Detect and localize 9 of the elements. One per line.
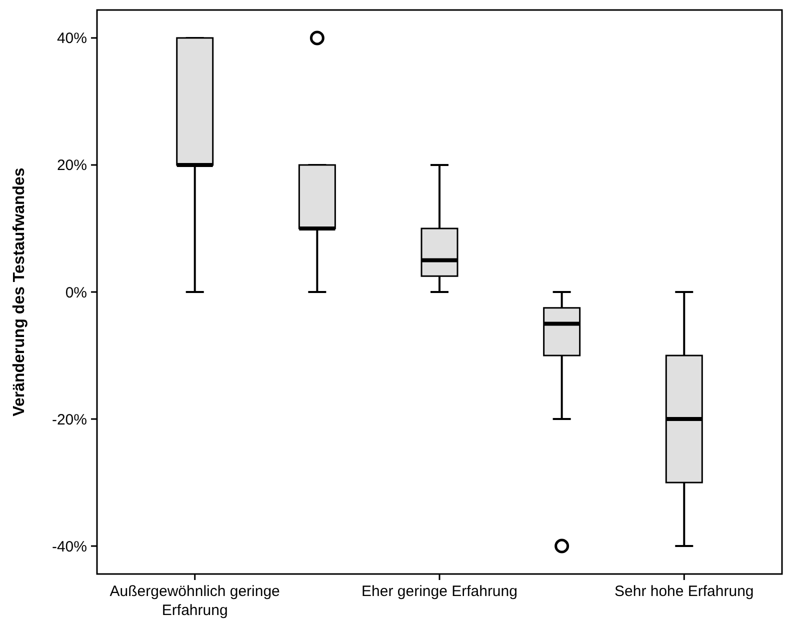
y-axis-title: Veränderung des Testaufwandes bbox=[11, 168, 28, 416]
y-tick-label: 20% bbox=[56, 157, 87, 174]
y-tick-label: 0% bbox=[65, 284, 87, 302]
y-tick-label: -40% bbox=[52, 538, 87, 556]
x-tick-label: Sehr hohe Erfahrung bbox=[614, 583, 754, 600]
y-tick-label: -20% bbox=[52, 411, 87, 428]
x-tick-label: Eher geringe Erfahrung bbox=[362, 583, 518, 600]
y-tick-label: 40% bbox=[56, 30, 87, 48]
x-tick-label: Außergewöhnlich geringe Erfahrung bbox=[110, 583, 280, 619]
